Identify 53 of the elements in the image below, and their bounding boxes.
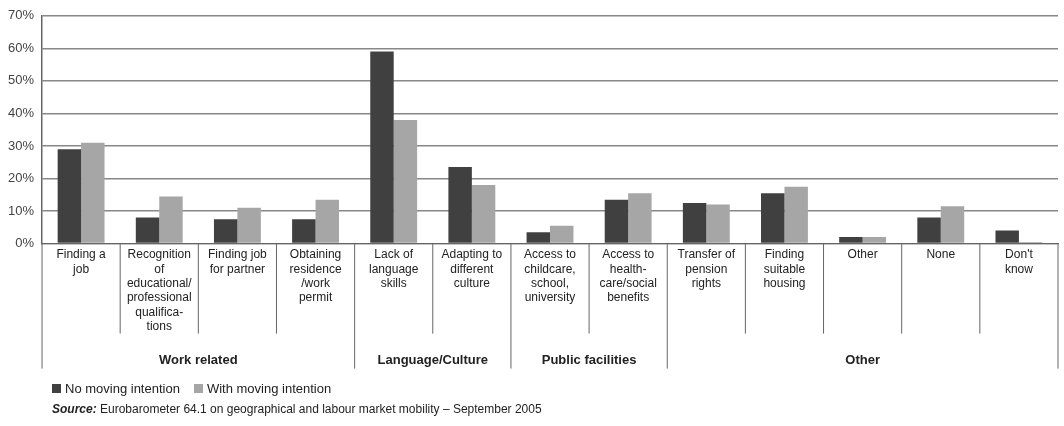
bar	[370, 51, 394, 243]
bar	[57, 149, 82, 243]
y-tick-label: 60%	[7, 39, 35, 55]
bar	[550, 225, 574, 243]
text: Work related	[159, 352, 238, 368]
y-tick-label: 50%	[7, 72, 35, 88]
y-tick-label: 10%	[7, 202, 35, 218]
bar	[761, 193, 785, 243]
x-tick-label: Finding suitable housing	[763, 247, 806, 290]
bar	[159, 196, 183, 243]
bar	[393, 119, 418, 243]
x-tick-label: Transfer of pension rights	[677, 247, 736, 290]
x-tick-label: Finding job for partner	[208, 247, 268, 276]
text: Other	[845, 352, 880, 368]
bar	[526, 232, 551, 243]
bar	[839, 237, 863, 243]
x-tick-label: None	[926, 247, 956, 262]
x-tick-label: Adapting to different culture	[441, 247, 503, 290]
text: Language/Culture	[377, 352, 489, 368]
x-tick-label: Other	[847, 247, 878, 262]
bar	[706, 204, 730, 243]
legend-label: With moving intention	[206, 380, 332, 396]
x-tick-label: Finding a job	[56, 247, 107, 276]
x-tick-label: Lack of language skills	[369, 247, 419, 290]
y-tick-label: 70%	[7, 7, 35, 23]
bar	[628, 193, 652, 243]
x-tick-label: Access to health- care/social benefits	[599, 247, 657, 305]
bar	[237, 207, 261, 243]
source-note: Source: Eurobarometer 64.1 on geographical and labour market mobility – September 2005	[52, 402, 543, 416]
bar	[213, 219, 238, 243]
y-tick-label: 40%	[7, 105, 35, 121]
bar	[917, 217, 941, 243]
bar	[604, 199, 629, 243]
legend-label: No moving intention	[65, 380, 180, 396]
bar	[682, 202, 707, 243]
y-tick-label: 20%	[7, 170, 35, 186]
bar	[135, 217, 160, 243]
y-tick-label: 30%	[7, 137, 35, 153]
bar	[862, 237, 887, 243]
bar	[315, 199, 339, 243]
x-tick-label: Access to childcare, school, university	[523, 247, 577, 305]
x-tick-label: Recognition of educational/ professional qualifica- tions	[126, 247, 193, 334]
bar	[292, 219, 316, 243]
bar	[940, 206, 965, 243]
text: Public facilities	[541, 352, 637, 368]
bar	[784, 186, 808, 243]
bar	[448, 167, 472, 243]
bar	[471, 185, 496, 243]
bar	[81, 142, 105, 243]
y-tick-label: 0%	[15, 235, 35, 251]
x-tick-label: Don't know	[1004, 247, 1034, 276]
x-tick-label: Obtaining residence /work permit	[289, 247, 342, 305]
bar	[995, 230, 1019, 243]
